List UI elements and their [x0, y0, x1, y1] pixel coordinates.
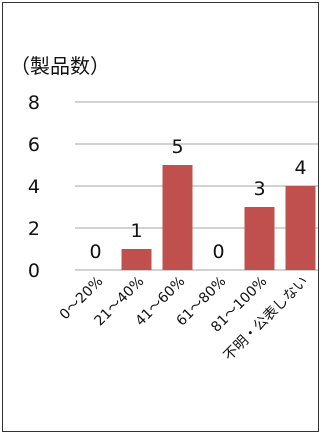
- y-tick-label: 0: [28, 260, 40, 282]
- data-label-3: 0: [212, 241, 224, 263]
- data-label-0: 0: [89, 241, 101, 263]
- bars: [121, 165, 316, 270]
- y-axis-ticks: 0 2 4 6 8: [28, 92, 40, 282]
- data-label-5: 4: [294, 157, 306, 179]
- y-tick-label: 8: [28, 92, 40, 114]
- data-label-2: 5: [171, 136, 183, 158]
- gridlines: [75, 101, 318, 271]
- y-tick-label: 6: [28, 134, 40, 156]
- bar-1: [121, 249, 152, 270]
- y-tick-label: 4: [28, 176, 40, 198]
- bar-2: [162, 165, 193, 270]
- y-tick-label: 2: [28, 218, 40, 240]
- unit-label: （製品数）: [10, 54, 110, 78]
- data-labels: 0 1 5 0 3 4: [89, 136, 306, 263]
- x-axis-ticks: 0～20%21～40%41～60%61～80%81～100%不明・公表しない: [57, 274, 312, 365]
- bar-4: [244, 207, 275, 270]
- bar-5: [285, 186, 316, 270]
- data-label-1: 1: [130, 220, 142, 242]
- data-label-4: 3: [253, 178, 265, 200]
